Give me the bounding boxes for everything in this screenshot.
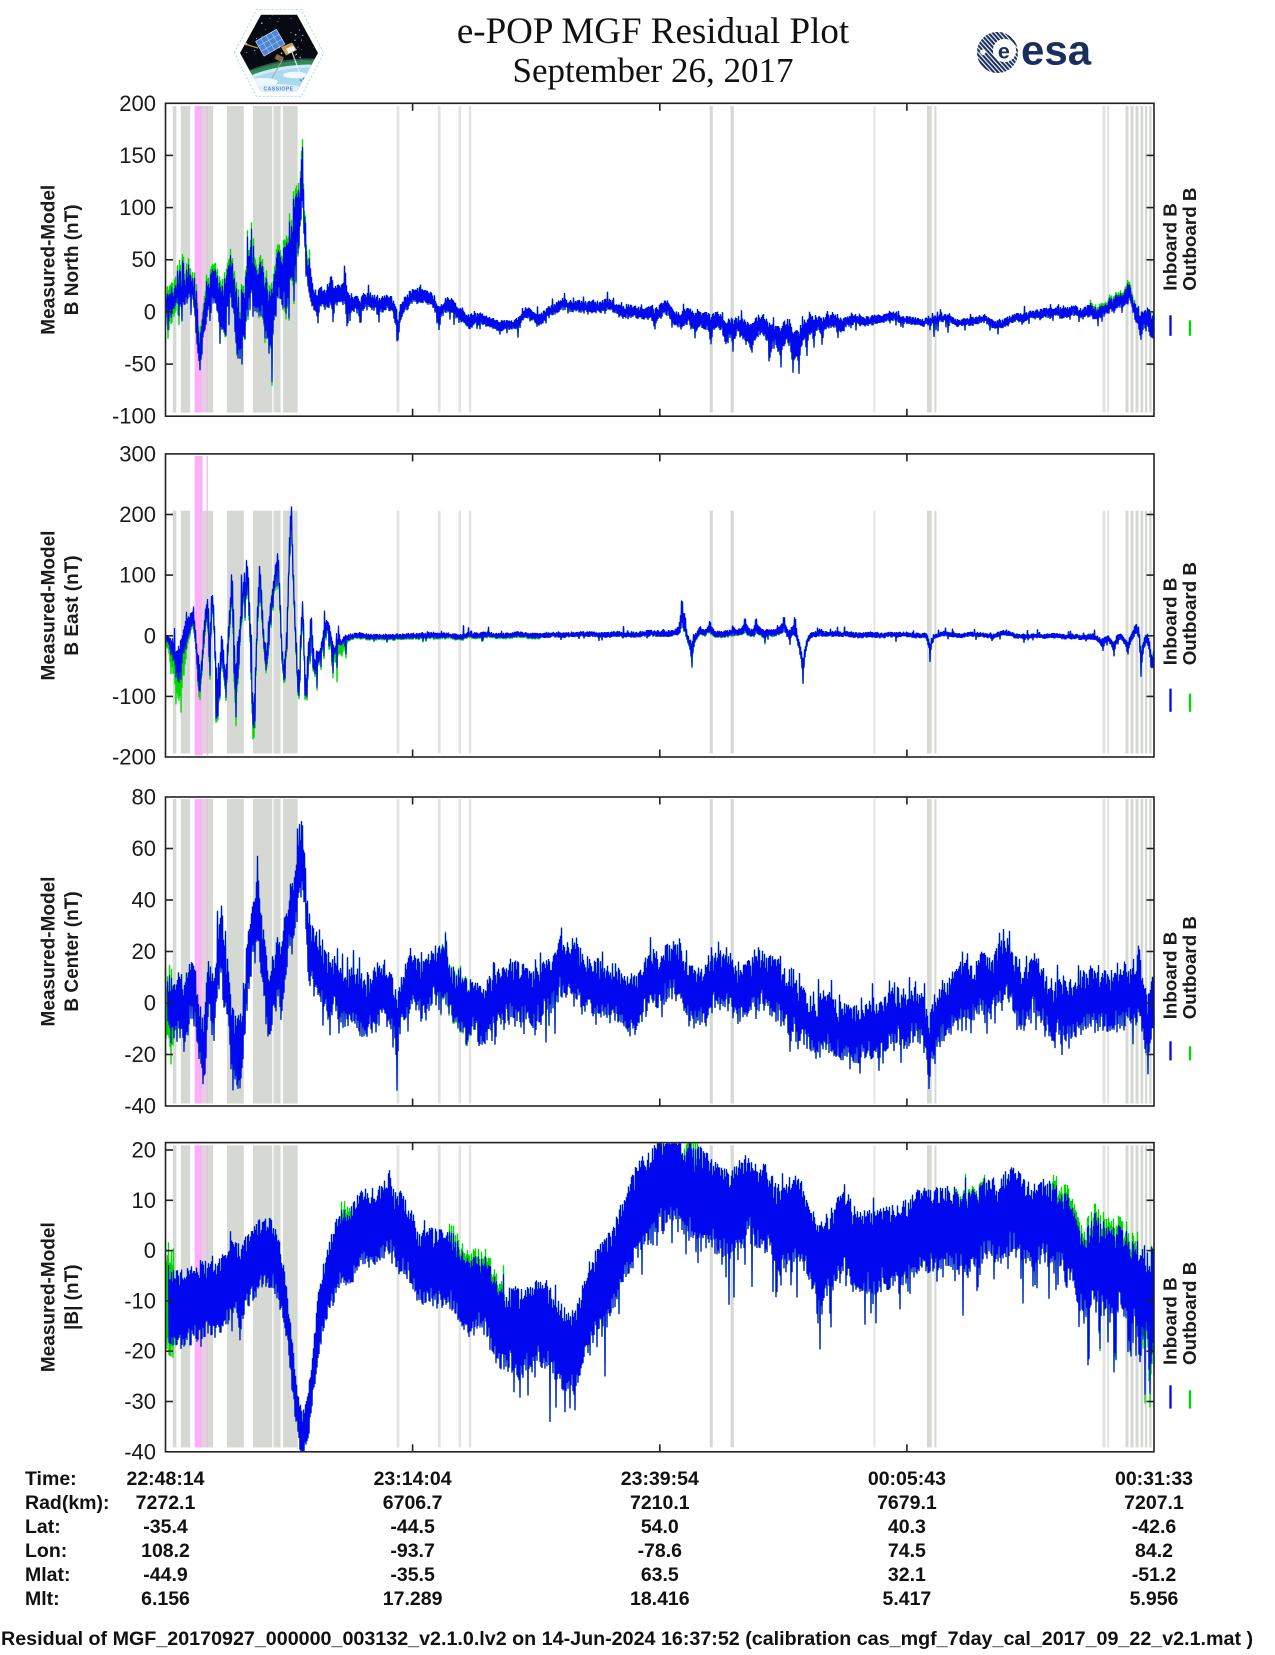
svg-text:32.1: 32.1 bbox=[888, 1564, 926, 1586]
svg-text:100: 100 bbox=[119, 563, 156, 588]
svg-text:B Center (nT): B Center (nT) bbox=[62, 891, 83, 1011]
svg-text:-50: -50 bbox=[124, 352, 156, 377]
svg-text:e: e bbox=[998, 40, 1010, 64]
svg-text:10: 10 bbox=[132, 1188, 156, 1213]
svg-text:7207.1: 7207.1 bbox=[1124, 1492, 1184, 1514]
svg-text:63.5: 63.5 bbox=[641, 1564, 679, 1586]
svg-text:Inboard B: Inboard B bbox=[1160, 203, 1181, 291]
svg-text:-44.9: -44.9 bbox=[143, 1564, 188, 1586]
svg-text:84.2: 84.2 bbox=[1135, 1540, 1173, 1562]
svg-text:-40: -40 bbox=[124, 1439, 156, 1464]
svg-text:Outboard B: Outboard B bbox=[1179, 562, 1200, 665]
svg-text:7272.1: 7272.1 bbox=[136, 1492, 196, 1514]
svg-text:0: 0 bbox=[144, 623, 156, 648]
svg-text:7679.1: 7679.1 bbox=[877, 1492, 937, 1514]
svg-text:-78.6: -78.6 bbox=[638, 1540, 683, 1562]
svg-text:-100: -100 bbox=[112, 684, 156, 709]
svg-text:Measured-Model: Measured-Model bbox=[39, 185, 60, 335]
svg-text:5.956: 5.956 bbox=[1130, 1588, 1179, 1610]
svg-text:200: 200 bbox=[119, 91, 156, 116]
svg-text:-40: -40 bbox=[124, 1094, 156, 1119]
svg-text:Rad(km):: Rad(km): bbox=[25, 1492, 110, 1514]
svg-text:Inboard B: Inboard B bbox=[1160, 578, 1181, 666]
svg-text:-93.7: -93.7 bbox=[390, 1540, 434, 1562]
svg-text:17.289: 17.289 bbox=[383, 1588, 443, 1610]
svg-text:300: 300 bbox=[119, 441, 156, 466]
svg-text:5.417: 5.417 bbox=[882, 1588, 931, 1610]
svg-text:CASSIOPE: CASSIOPE bbox=[263, 87, 293, 93]
svg-text:200: 200 bbox=[119, 502, 156, 527]
svg-text:Outboard B: Outboard B bbox=[1179, 916, 1200, 1019]
svg-text:0: 0 bbox=[144, 299, 156, 324]
svg-text:20: 20 bbox=[132, 1138, 156, 1163]
svg-text:esa: esa bbox=[1021, 27, 1092, 74]
svg-text:B North (nT): B North (nT) bbox=[62, 204, 83, 315]
svg-text:74.5: 74.5 bbox=[888, 1540, 926, 1562]
svg-text:Inboard B: Inboard B bbox=[1160, 1277, 1181, 1365]
svg-text:40.3: 40.3 bbox=[888, 1516, 926, 1538]
svg-text:Time:: Time: bbox=[25, 1468, 77, 1490]
svg-text:Residual of MGF_20170927_00000: Residual of MGF_20170927_000000_003132_v… bbox=[1, 1628, 1253, 1650]
svg-text:|B| (nT): |B| (nT) bbox=[62, 1264, 83, 1330]
svg-text:Measured-Model: Measured-Model bbox=[39, 531, 60, 681]
svg-text:September 26, 2017: September 26, 2017 bbox=[513, 51, 794, 90]
svg-text:7210.1: 7210.1 bbox=[630, 1492, 690, 1514]
svg-text:23:14:04: 23:14:04 bbox=[374, 1468, 452, 1490]
svg-text:-35.5: -35.5 bbox=[390, 1564, 435, 1586]
svg-text:-20: -20 bbox=[124, 1339, 156, 1364]
svg-text:108.2: 108.2 bbox=[141, 1540, 190, 1562]
svg-text:00:05:43: 00:05:43 bbox=[868, 1468, 946, 1490]
svg-text:Lon:: Lon: bbox=[25, 1540, 67, 1562]
svg-text:Measured-Model: Measured-Model bbox=[39, 1222, 60, 1372]
svg-text:-20: -20 bbox=[124, 1042, 156, 1067]
svg-text:Inboard B: Inboard B bbox=[1160, 932, 1181, 1020]
svg-text:Mlat:: Mlat: bbox=[25, 1564, 71, 1586]
svg-text:100: 100 bbox=[119, 195, 156, 220]
svg-text:23:39:54: 23:39:54 bbox=[621, 1468, 699, 1490]
svg-text:150: 150 bbox=[119, 143, 156, 168]
svg-text:20: 20 bbox=[132, 939, 156, 964]
svg-text:0: 0 bbox=[144, 991, 156, 1016]
svg-text:6.156: 6.156 bbox=[141, 1588, 190, 1610]
svg-text:-51.2: -51.2 bbox=[1132, 1564, 1177, 1586]
svg-text:-42.6: -42.6 bbox=[1132, 1516, 1177, 1538]
svg-text:80: 80 bbox=[132, 785, 156, 810]
svg-text:-200: -200 bbox=[112, 745, 156, 770]
svg-text:e-POP MGF Residual Plot: e-POP MGF Residual Plot bbox=[457, 11, 850, 52]
svg-text:Outboard B: Outboard B bbox=[1179, 188, 1200, 291]
svg-text:40: 40 bbox=[132, 888, 156, 913]
svg-text:50: 50 bbox=[132, 247, 156, 272]
svg-text:54.0: 54.0 bbox=[641, 1516, 679, 1538]
svg-text:0: 0 bbox=[144, 1238, 156, 1263]
svg-text:-35.4: -35.4 bbox=[143, 1516, 188, 1538]
svg-text:Mlt:: Mlt: bbox=[25, 1588, 60, 1610]
svg-text:B East (nT): B East (nT) bbox=[62, 555, 83, 655]
svg-text:-100: -100 bbox=[112, 404, 156, 429]
svg-text:18.416: 18.416 bbox=[630, 1588, 690, 1610]
svg-text:Measured-Model: Measured-Model bbox=[39, 877, 60, 1027]
svg-text:-30: -30 bbox=[124, 1389, 156, 1414]
svg-text:22:48:14: 22:48:14 bbox=[126, 1468, 204, 1490]
svg-text:00:31:33: 00:31:33 bbox=[1115, 1468, 1193, 1490]
svg-text:-44.5: -44.5 bbox=[390, 1516, 435, 1538]
svg-text:-10: -10 bbox=[124, 1288, 156, 1313]
svg-text:60: 60 bbox=[132, 836, 156, 861]
svg-text:6706.7: 6706.7 bbox=[383, 1492, 443, 1514]
svg-text:Outboard B: Outboard B bbox=[1179, 1262, 1200, 1365]
svg-text:Lat:: Lat: bbox=[25, 1516, 61, 1538]
